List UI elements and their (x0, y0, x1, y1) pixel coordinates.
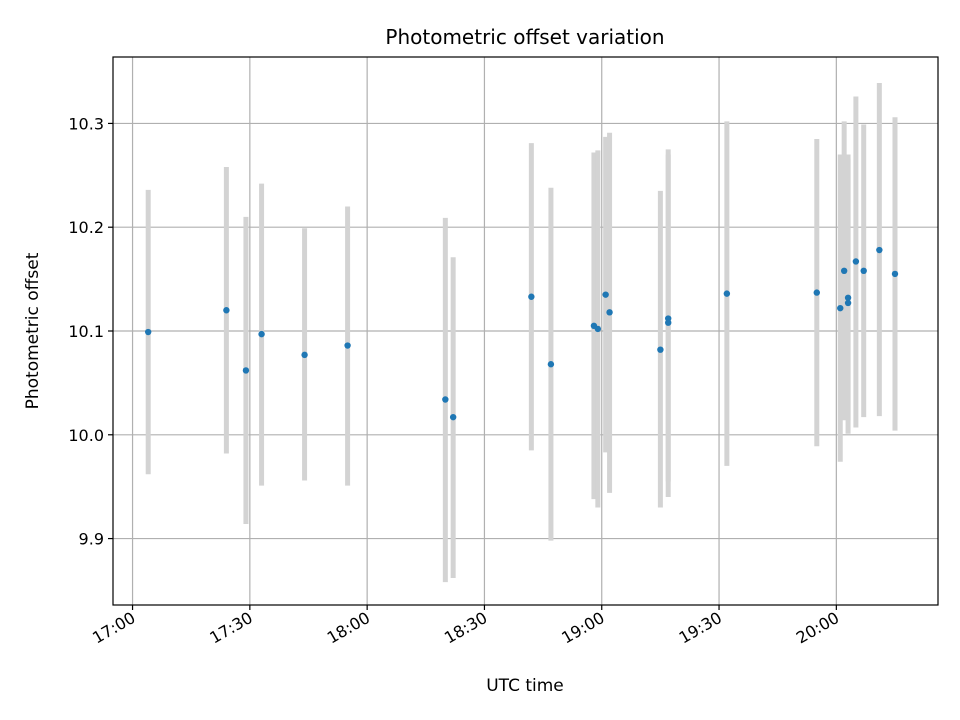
data-point (852, 258, 860, 265)
data-point (547, 361, 555, 368)
data-point (528, 293, 535, 300)
data-point (301, 351, 308, 359)
data-point (876, 246, 883, 254)
x-axis-label: UTC time (486, 676, 564, 696)
data-point (844, 299, 852, 307)
data-point (606, 309, 613, 316)
y-axis: 9.9 10.0 10.1 10.2 10.3 (68, 114, 113, 549)
data-point (258, 330, 265, 338)
y-tick-label: 10.2 (68, 218, 104, 237)
data-point (442, 396, 449, 403)
y-axis-label: Photometric offset (23, 252, 43, 409)
data-point (844, 294, 852, 301)
data-point (840, 267, 848, 275)
chart-title: Photometric offset variation (385, 25, 664, 49)
grid-layer (113, 57, 938, 605)
point-layer (144, 246, 899, 421)
data-point (837, 304, 844, 312)
data-point (657, 346, 664, 353)
y-tick-label: 9.9 (79, 530, 104, 549)
data-point (891, 270, 899, 278)
data-point (144, 328, 152, 336)
y-tick-label: 10.0 (68, 426, 104, 445)
data-point (223, 307, 230, 314)
data-point (594, 325, 602, 333)
data-point (860, 267, 867, 275)
y-tick-label: 10.1 (68, 322, 104, 341)
y-tick-label: 10.3 (68, 114, 104, 133)
data-point (813, 289, 820, 296)
data-point (449, 413, 457, 421)
data-point (602, 291, 609, 298)
data-point (344, 342, 351, 349)
data-point (665, 315, 672, 322)
data-point (242, 367, 250, 374)
data-point (723, 290, 731, 297)
